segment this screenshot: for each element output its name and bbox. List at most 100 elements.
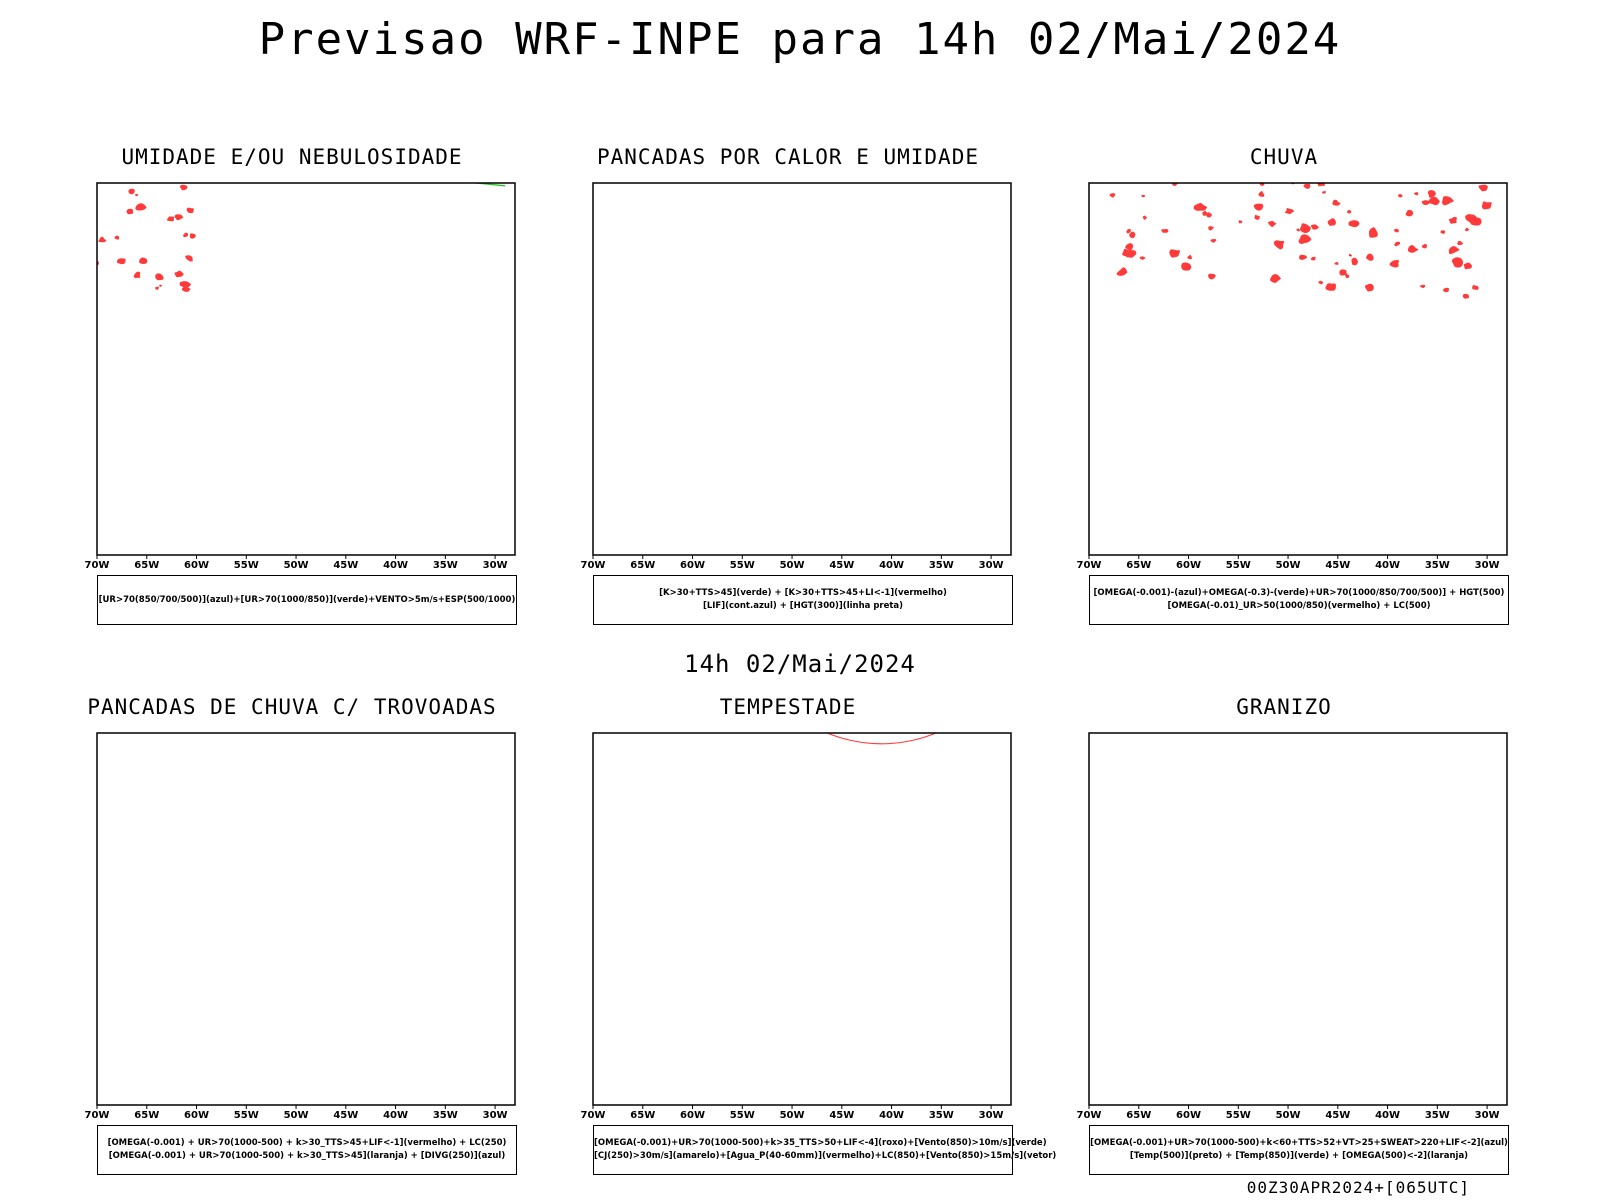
map-background [593, 733, 1011, 1105]
legend-line: [Temp(500)](preto) + [Temp(850)](verde) … [1129, 1151, 1469, 1161]
rain-speck [1348, 220, 1360, 228]
rain-speck [1125, 243, 1134, 251]
rain-speck [1284, 207, 1295, 215]
rain-speck [1141, 194, 1146, 198]
lon-tick-label: 55W [234, 1110, 259, 1121]
country-border [215, 733, 217, 734]
country-border [606, 183, 608, 184]
lc-contour [692, 733, 694, 734]
map-frame [1088, 732, 1508, 1106]
lon-tick-label: 65W [630, 560, 655, 571]
rain-speck [1135, 175, 1142, 180]
lon-tick-label: 40W [383, 1110, 408, 1121]
lon-tick-label: 45W [333, 1110, 358, 1121]
country-border [143, 175, 195, 177]
lc-contour [672, 733, 674, 734]
rain-speck [1129, 231, 1136, 239]
lon-tick-label: 60W [1176, 560, 1201, 571]
lon-tick-label: 40W [1375, 560, 1400, 571]
country-border [606, 733, 608, 734]
rain-speck [1317, 183, 1325, 187]
lon-tick-label: 60W [680, 560, 705, 571]
rain-speck [1344, 273, 1348, 277]
main-title: Previsao WRF-INPE para 14h 02/Mai/2024 [258, 14, 1342, 65]
lon-tick-label: 30W [483, 560, 508, 571]
rain-speck [1142, 215, 1148, 220]
rain-speck [1442, 196, 1455, 206]
lon-tick-label: 45W [333, 560, 358, 571]
rain-speck [1253, 203, 1264, 211]
lon-tick-label: 45W [1325, 560, 1350, 571]
coastline [807, 183, 809, 184]
country-border [110, 183, 112, 184]
humidity-speck [154, 286, 159, 290]
humidity-fields [97, 175, 196, 292]
country-border [143, 725, 195, 727]
rain-speck [1472, 285, 1479, 290]
lon-tick-label: 35W [929, 1110, 954, 1121]
rain-speck [1348, 253, 1352, 257]
rain-speck [1364, 283, 1374, 292]
rain-speck [1478, 184, 1488, 191]
legend-line: [LIF](cont.azul) + [HGT(300)](linha pret… [702, 601, 904, 611]
rain-speck [1448, 246, 1460, 255]
rain-speck [1273, 240, 1285, 250]
rain-speck [1122, 248, 1133, 258]
lon-tick-label: 65W [134, 560, 159, 571]
legend-line: [OMEGA(-0.001)-(azul)+OMEGA(-0.3)-(verde… [1093, 588, 1505, 598]
rain-speck [1427, 190, 1436, 198]
rain-speck [1298, 234, 1312, 244]
coastline [1411, 733, 1413, 734]
lon-tick-label: 70W [581, 560, 606, 571]
humidity-speck [98, 236, 107, 243]
lon-tick-label: 70W [1077, 560, 1102, 571]
humidity-speck [155, 273, 164, 281]
humidity-contour [414, 183, 416, 184]
state-border [336, 183, 338, 184]
rain-speck [1296, 228, 1300, 232]
lon-tick-label: 55W [234, 560, 259, 571]
panel-title: CHUVA [1249, 145, 1319, 169]
panel-title: PANCADAS DE CHUVA C/ TROVOADAS [87, 695, 497, 719]
lon-tick-label: 70W [85, 560, 110, 571]
legend-box: [OMEGA(-0.001)+UR>70(1000-500)+k<60+TTS>… [1089, 1125, 1509, 1175]
lon-tick-label: 30W [979, 1110, 1004, 1121]
rain-speck [1327, 218, 1336, 226]
humidity-speck [135, 175, 144, 180]
coastline [419, 183, 421, 184]
lon-tick-label: 30W [979, 560, 1004, 571]
plot-area: 5855855855855825795765735705675645615585… [1089, 175, 1507, 555]
state-border [786, 183, 788, 184]
instability-fields [593, 175, 1021, 183]
weather-map: 1008100810081012101210081016100810041012… [85, 175, 516, 571]
rain-speck [1299, 223, 1311, 234]
legend-line: [CJ(250)>30m/s](amarelo)+[Agua_P(40-60mm… [594, 1151, 1057, 1161]
k-tts-li-area-red [593, 175, 846, 183]
geography [1102, 733, 1413, 734]
panel-title: GRANIZO [1236, 695, 1332, 719]
rain-speck [1238, 220, 1243, 224]
map-frame [592, 182, 1012, 556]
state-border [290, 733, 292, 734]
lon-tick-label: 55W [1226, 1110, 1251, 1121]
rain-speck [1270, 274, 1282, 283]
humidity-speck [189, 233, 196, 239]
lc-contour [752, 733, 753, 734]
k-tts-area-green [802, 175, 847, 183]
coastline [1303, 733, 1305, 734]
rain-speck [1202, 210, 1208, 216]
plot-area: 9600952094409360928092009120904089609600… [593, 175, 1021, 555]
geography [606, 733, 917, 734]
rain-speck [1181, 262, 1192, 271]
lon-tick-label: 60W [680, 1110, 705, 1121]
panel-umidade-nebulosidade: UMIDADE E/OU NEBULOSIDADE 10081008100810… [57, 145, 527, 625]
lon-tick-label: 55W [730, 560, 755, 571]
legend-box: [OMEGA(-0.001) + UR>70(1000-500) + k>30_… [97, 1125, 517, 1175]
lc-contour [712, 733, 713, 734]
map-background [593, 183, 1011, 555]
state-border [832, 183, 834, 184]
rain-speck [1298, 254, 1308, 260]
state-border [1282, 733, 1284, 734]
lon-tick-label: 70W [1077, 1110, 1102, 1121]
country-border [711, 733, 713, 734]
